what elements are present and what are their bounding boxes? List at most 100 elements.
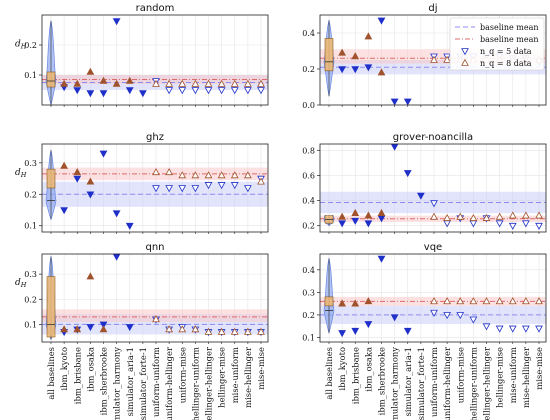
- marker-n8: [364, 32, 373, 40]
- marker-n8: [230, 327, 239, 335]
- marker-n5: [204, 87, 213, 95]
- marker-n5: [338, 220, 347, 228]
- x-tick-label: uniform-hellinger: [164, 347, 174, 420]
- marker-n5: [125, 87, 134, 95]
- marker-n8: [178, 79, 187, 87]
- marker-n5: [165, 87, 174, 95]
- x-tick-label: simulator_forte-1: [138, 347, 149, 420]
- marker-n5: [351, 66, 360, 74]
- marker-n8: [152, 168, 160, 176]
- x-tick-label: uniform-mise: [177, 347, 187, 403]
- marker-n5: [403, 327, 412, 335]
- x-tick-label: ibm_kyoto: [337, 347, 348, 390]
- marker-n8: [60, 161, 69, 169]
- marker-n8: [351, 208, 360, 216]
- x-tick-label: all baselines: [46, 347, 56, 400]
- marker-n8: [230, 171, 239, 179]
- marker-n8: [112, 79, 121, 87]
- marker-n5: [152, 185, 160, 193]
- panel-title: grover-noancilla: [393, 132, 473, 143]
- marker-n5: [430, 309, 438, 317]
- panel-title: dj: [428, 3, 437, 14]
- marker-n8: [60, 79, 69, 87]
- marker-n8: [73, 325, 82, 333]
- panel-title: qnn: [145, 242, 164, 253]
- marker-n5: [112, 210, 121, 218]
- x-tick-label: simulator_aria-1: [403, 347, 414, 416]
- marker-n8: [469, 297, 478, 305]
- baseline-band-n8: [42, 309, 268, 322]
- marker-n5: [364, 321, 373, 329]
- panel-title: random: [136, 3, 175, 14]
- marker-n8: [217, 327, 226, 335]
- marker-n5: [86, 90, 95, 98]
- marker-n8: [73, 168, 82, 176]
- y-tick-label: 0.2: [24, 295, 37, 304]
- panel-frame: [319, 253, 547, 343]
- x-tick-label: hellinger-hellinger: [204, 347, 214, 420]
- marker-n8: [338, 299, 347, 307]
- marker-n8: [443, 213, 452, 221]
- marker-n8: [257, 327, 265, 335]
- marker-n5: [403, 170, 412, 178]
- y-tick-label: 0.6: [302, 171, 315, 180]
- box-all-baselines: [46, 168, 56, 189]
- marker-n5: [125, 222, 134, 230]
- legend-box: [449, 17, 545, 71]
- marker-n8: [495, 212, 504, 220]
- marker-n5: [364, 220, 373, 228]
- y-tick-label: 0.1: [24, 222, 37, 231]
- x-tick-label: hellinger-mise: [217, 347, 227, 408]
- marker-n8: [86, 177, 95, 185]
- x-tick-label: hellinger-uniform: [190, 347, 200, 420]
- y-tick-label: 0.0: [302, 101, 315, 110]
- x-tick-label: ibm_brisbane: [350, 347, 361, 404]
- y-tick-label: 0.2: [302, 311, 315, 320]
- marker-n8: [364, 297, 373, 305]
- marker-n5: [390, 98, 399, 106]
- marker-n5: [165, 185, 174, 193]
- marker-n5: [178, 185, 187, 193]
- y-tick-label: 0.8: [302, 146, 315, 155]
- y-tick-label: 0.1: [24, 320, 37, 329]
- x-tick-label: mise-mise: [256, 347, 266, 390]
- marker-n8: [243, 171, 252, 179]
- marker-n5: [456, 312, 465, 320]
- y-tick-label: 0.1: [24, 71, 37, 80]
- marker-n5: [257, 87, 265, 95]
- panel-title: ghz: [146, 132, 164, 143]
- y-tick-label: 0.4: [302, 29, 315, 38]
- marker-n8: [508, 297, 517, 305]
- marker-n5: [364, 64, 373, 72]
- marker-n5: [495, 220, 504, 228]
- marker-n5: [99, 150, 108, 158]
- x-tick-label: simulator_forte-1: [416, 347, 427, 420]
- marker-n8: [243, 79, 252, 87]
- x-tick-label: uniform-hellinger: [442, 347, 452, 420]
- x-tick-label: ibm_osaka: [85, 347, 96, 392]
- marker-n5: [416, 192, 425, 200]
- marker-n8: [204, 327, 213, 335]
- marker-n8: [443, 297, 452, 305]
- marker-n5: [508, 325, 517, 333]
- x-tick-label: mise-mise: [534, 347, 544, 390]
- x-tick-label: ibm_sherbrooke: [99, 347, 110, 415]
- marker-n5: [377, 17, 386, 25]
- y-tick-label: 0.3: [24, 159, 37, 168]
- box-all-baselines: [324, 296, 334, 307]
- x-tick-label: mise-uniform: [230, 347, 240, 403]
- marker-n8: [456, 297, 465, 305]
- marker-n8: [217, 171, 226, 179]
- x-tick-label: mise-hellinger: [521, 347, 531, 408]
- marker-n8: [430, 212, 438, 220]
- marker-n5: [390, 143, 399, 151]
- marker-n5: [535, 325, 543, 333]
- x-tick-label: hellinger-mise: [495, 347, 505, 408]
- y-tick-label: 0.3: [24, 270, 37, 279]
- marker-n8: [257, 177, 265, 185]
- marker-n8: [152, 79, 160, 87]
- marker-n8: [191, 325, 200, 333]
- y-tick-label: 0.4: [302, 266, 315, 275]
- panel-random: random 0.1 0.2dH: [15, 3, 269, 107]
